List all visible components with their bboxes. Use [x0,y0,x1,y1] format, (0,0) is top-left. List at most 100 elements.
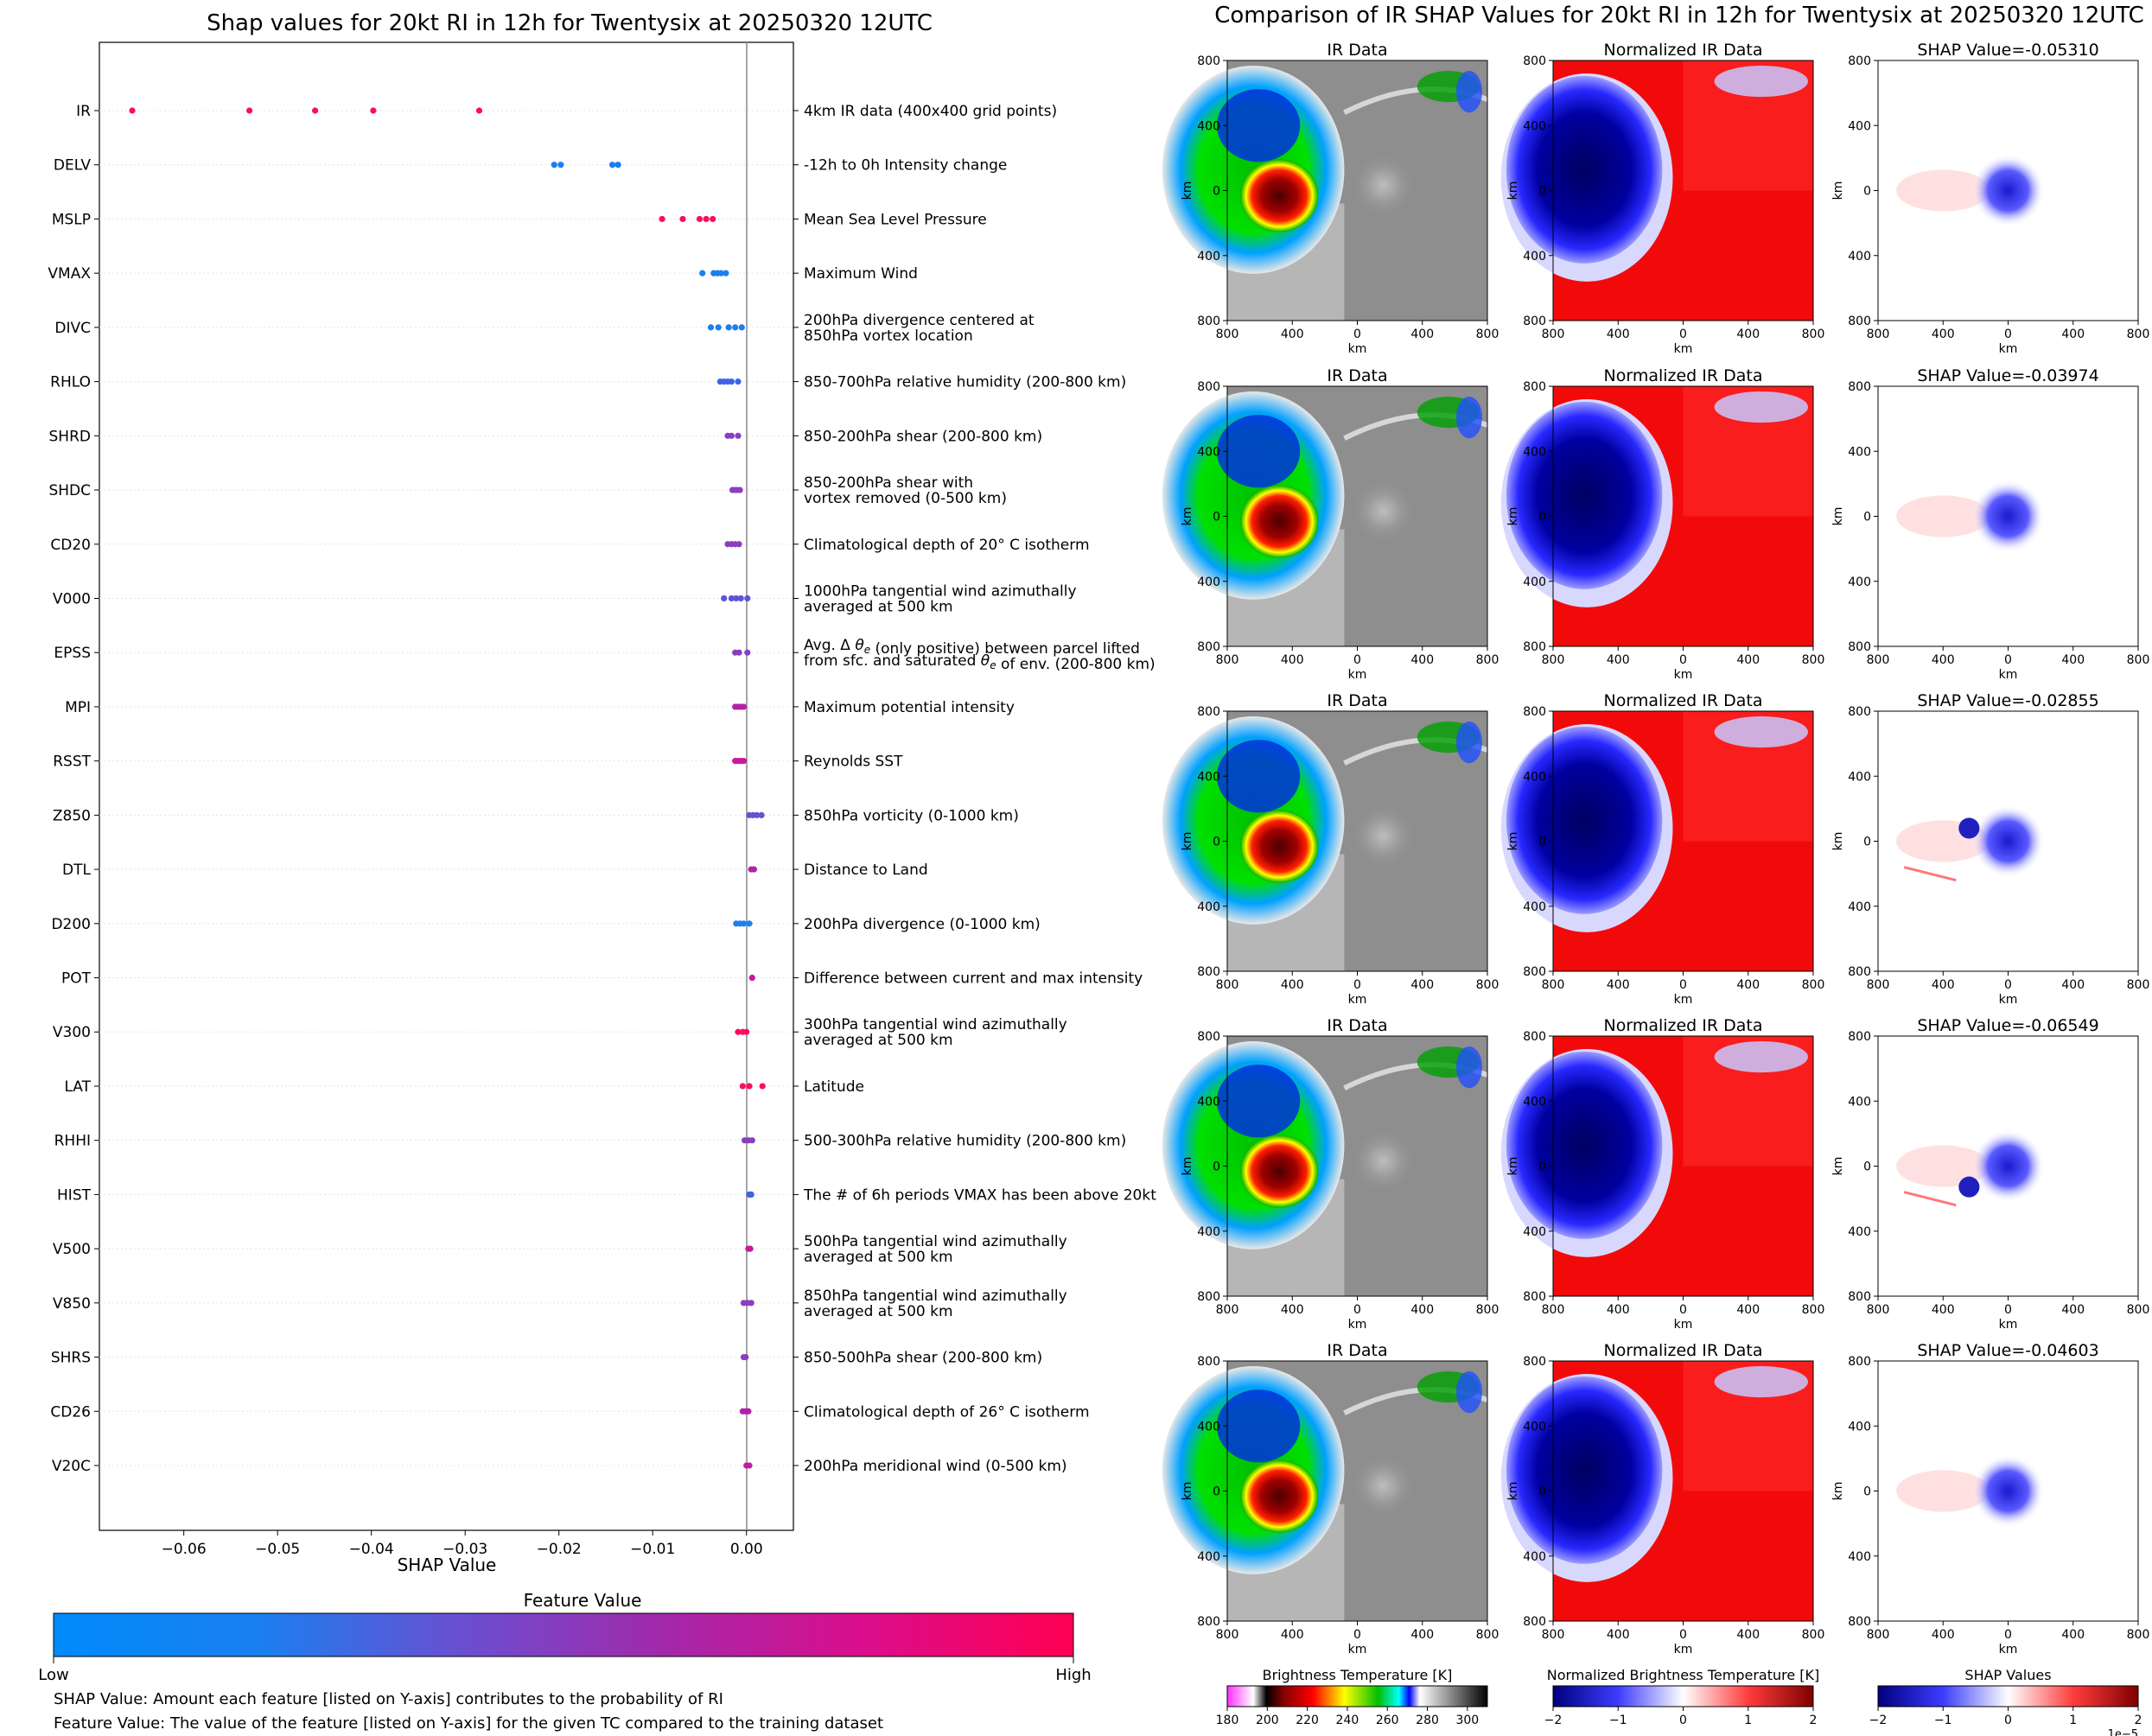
shap-point [557,162,564,169]
feature-label-shrs: SHRS [51,1350,91,1367]
feature-description: 850hPa vortex location [804,327,973,345]
x-axis-label: km [1674,1318,1693,1332]
x-tick-label: 800 [1216,327,1239,341]
y-tick-label: 400 [1197,900,1220,914]
x-tick-label: 800 [1216,653,1239,667]
y-tick-label: 0 [1538,836,1546,849]
x-tick-label: 0 [1679,327,1687,341]
description-text: from sfc. and saturated [804,652,981,670]
feature-label-cd20: CD20 [50,537,91,554]
norm-cold-core [1506,76,1663,264]
feature-label-epss: EPSS [54,645,91,662]
shap-point [728,432,735,439]
y-tick-label: 0 [1863,185,1871,199]
x-tick-label: 400 [1932,327,1955,341]
x-tick-label: 0 [1353,327,1361,341]
y-axis-label: km [1181,507,1194,526]
ir-data-title: IR Data [1327,691,1387,710]
feature-description: from sfc. and saturated θe of env. (200-… [804,652,1156,673]
x-tick-label: 800 [1802,1628,1825,1642]
shap-point [738,324,745,331]
shap-point [710,215,716,223]
x-tick-label: 400 [1736,327,1760,341]
feature-description: 850hPa tangential wind azimuthally [804,1288,1067,1305]
y-tick-label: 0 [1213,511,1220,525]
ir-data-title: IR Data [1327,1341,1387,1360]
x-tick-label: 800 [1542,1628,1565,1642]
y-tick-label: 0 [1863,836,1871,849]
x-tick-label: −0.01 [630,1541,675,1558]
y-tick-label: 400 [1523,1420,1546,1434]
feature-rows: IR 4km IR data (400x400 grid points) DELV -… [48,103,1156,1475]
y-tick-label: 400 [1197,1095,1220,1109]
shap-negative-spot [1958,1176,1980,1198]
ir-data-title: IR Data [1327,41,1387,60]
x-tick-label: 800 [2127,978,2150,992]
normalized-ir-title: Normalized IR Data [1604,366,1763,385]
x-tick-label: 800 [1867,1303,1890,1317]
shap-point [723,270,729,277]
ir-cold-top [1216,1389,1301,1463]
x-tick-label: 800 [1476,653,1499,667]
colorbar-tick-label: −2 [1869,1714,1888,1727]
feature-label-divc: DIVC [54,320,91,337]
y-tick-label: 800 [1197,1030,1220,1044]
shap-value-title: SHAP Value=-0.06549 [1917,1016,2098,1035]
x-tick-label: 800 [1476,978,1499,992]
ir-cloud-ne-cold [1455,1371,1482,1414]
left-plot-area: IR 4km IR data (400x400 grid points) DELV -… [48,41,1156,1575]
feature-description: 500-300hPa relative humidity (200-800 km… [804,1133,1126,1150]
shap-point [740,920,748,927]
y-axis-label: km [1506,507,1520,526]
feature-label-rsst: RSST [53,754,91,771]
y-tick-label: 800 [1848,1290,1871,1304]
y-tick-label: 800 [1523,1355,1546,1369]
x-tick-label: −0.06 [162,1541,207,1558]
shap-value-title: SHAP Value=-0.05310 [1917,41,2098,60]
x-tick-label: 400 [1607,1303,1630,1317]
x-axis-label: km [1674,342,1693,356]
y-tick-label: 0 [1538,511,1546,525]
shap-point [759,1083,766,1090]
y-tick-label: 400 [1523,1095,1546,1109]
y-tick-label: 400 [1197,1550,1220,1564]
shap-point [475,107,483,114]
x-tick-label: 800 [1476,327,1499,341]
ir-cold-top [1216,1065,1301,1138]
colorbar-gradient [1877,1685,2139,1707]
image-colorbars: Brightness Temperature [K]180 200 220 240 26… [1216,1667,2142,1736]
x-tick-label: 0 [1679,978,1687,992]
y-axis-label: km [1181,1157,1194,1176]
y-tick-label: 400 [1197,119,1220,133]
feature-label-hist: HIST [57,1186,92,1204]
theta-symbol: θ [855,637,864,654]
colorbar-tick-label: 300 [1455,1714,1479,1727]
shap-point [699,270,706,277]
x-tick-label: 0 [2004,653,2012,667]
feature-description: Climatological depth of 20° C isotherm [804,537,1090,554]
x-axis-label: km [1999,668,2018,682]
shap-point [735,378,742,385]
x-tick-label: 800 [1216,1303,1239,1317]
y-tick-label: 400 [1523,445,1546,459]
y-tick-label: 800 [1197,1290,1220,1304]
normalized-ir-title: Normalized IR Data [1604,1016,1763,1035]
colorbar-tick-label: 2 [2135,1714,2142,1727]
x-tick-label: 0 [1679,653,1687,667]
y-tick-label: 400 [1197,1420,1220,1434]
shap-point [735,649,742,656]
ir-cold-top [1216,415,1301,488]
shap-point [732,324,739,331]
x-tick-label: 400 [1281,1303,1304,1317]
shap-point [737,595,744,602]
x-tick-label: 0.00 [730,1541,763,1558]
feature-description: 500hPa tangential wind azimuthally [804,1233,1067,1250]
feature-description: Difference between current and max inten… [804,970,1143,988]
shap-positive-area [1896,495,1990,537]
feature-label-v000: V000 [53,590,91,607]
